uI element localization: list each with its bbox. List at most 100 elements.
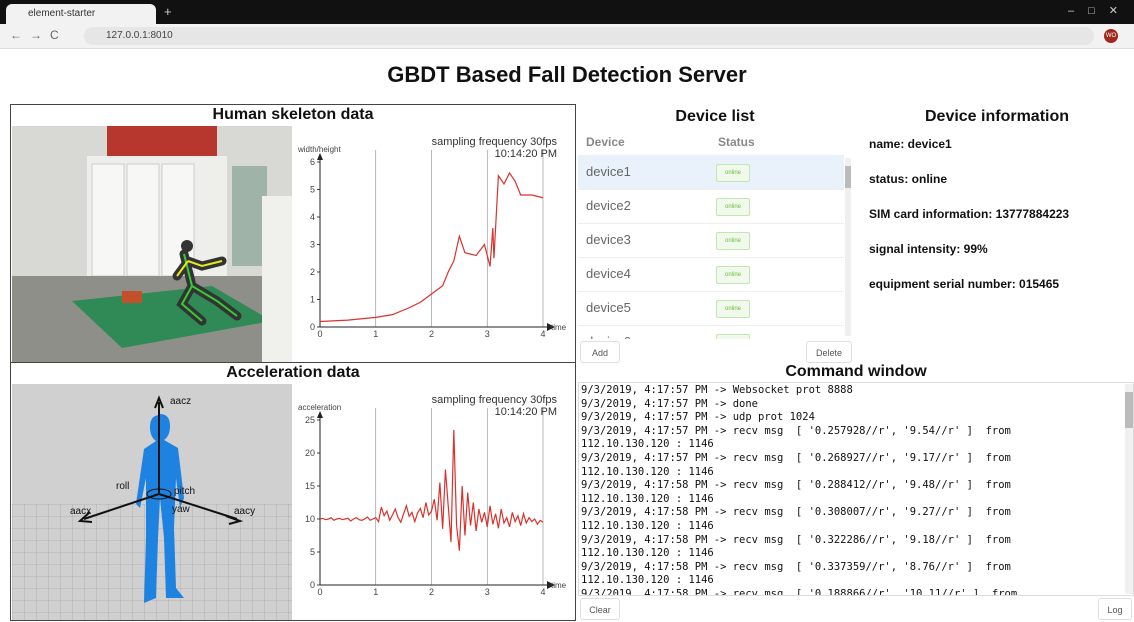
log-line: 9/3/2019, 4:17:58 PM -> recv msg [ '0.33… <box>581 560 1011 573</box>
log-line: 9/3/2019, 4:17:57 PM -> Websocket prot 8… <box>581 384 853 396</box>
device-row[interactable]: device1 online <box>578 155 844 190</box>
x-tick-label: 1 <box>373 329 378 339</box>
avatar[interactable]: WO <box>1104 29 1118 43</box>
device-name: device4 <box>586 266 631 281</box>
window-controls[interactable]: –□✕ <box>1068 5 1132 17</box>
info-item: status: online <box>869 172 948 186</box>
chart: 0 1 2 3 4 0 5 10 15 20 25 acceleration time sampling … <box>298 394 567 597</box>
clear-button[interactable]: Clear <box>580 598 620 620</box>
info-item: signal intensity: 99% <box>869 242 988 256</box>
status-badge: online <box>716 266 750 284</box>
panel-title: Acceleration data <box>226 364 360 381</box>
data-line <box>319 171 544 323</box>
status-badge: online <box>716 334 750 339</box>
x-arrow <box>547 581 555 589</box>
annotation: sampling frequency 30fps <box>432 394 558 406</box>
axis-label: yaw <box>172 504 191 515</box>
info-item: SIM card information: 13777884223 <box>869 207 1070 221</box>
device-name: device5 <box>586 300 631 315</box>
x-tick-label: 0 <box>317 587 322 597</box>
scrollbar[interactable] <box>1125 384 1133 594</box>
y-arrow <box>317 153 323 160</box>
x-tick-label: 3 <box>485 587 490 597</box>
log-line: 9/3/2019, 4:17:58 PM -> recv msg [ '0.30… <box>581 506 1011 519</box>
panel-title: Device information <box>924 108 1070 125</box>
y-tick-label: 6 <box>310 157 315 167</box>
delete-button[interactable]: Delete <box>806 341 852 363</box>
log-line: 9/3/2019, 4:17:57 PM -> done <box>581 397 759 410</box>
new-tab[interactable]: + <box>164 4 172 19</box>
address-bar: ←→C 127.0.0.1:8010 WO <box>0 24 1134 49</box>
device-table: device1 online device2 online device3 online d… <box>578 155 844 339</box>
y-tick-label: 5 <box>310 185 315 195</box>
log-line: 112.10.130.120 : 1146 <box>581 438 714 451</box>
y-tick-label: 15 <box>305 481 315 491</box>
status-badge: online <box>716 164 750 182</box>
device-row[interactable]: device5 online <box>578 291 844 326</box>
status-badge: online <box>716 300 750 318</box>
tab[interactable]: element-starter <box>6 4 156 24</box>
y-tick-label: 20 <box>305 448 315 458</box>
device-name: device6 <box>586 325 631 339</box>
y-tick-label: 5 <box>310 547 315 557</box>
y-axis-label: width/height <box>297 145 341 154</box>
log-line: 112.10.130.120 : 1146 <box>581 519 714 532</box>
y-tick-label: 0 <box>310 580 315 590</box>
log-line: 112.10.130.120 : 1146 <box>581 574 714 587</box>
axis-label: aacy <box>234 506 255 517</box>
axis-label: pitch <box>174 486 195 497</box>
device-row[interactable]: device2 online <box>578 189 844 224</box>
device-row[interactable]: device6 online <box>578 325 844 339</box>
x-tick-label: 2 <box>429 587 434 597</box>
x-axis-label: time <box>551 581 567 590</box>
log-line: 9/3/2019, 4:17:58 PM -> recv msg [ '0.18… <box>581 587 1018 596</box>
log-line: 112.10.130.120 : 1146 <box>581 492 714 505</box>
device-row[interactable]: device3 online <box>578 223 844 258</box>
log-line: 112.10.130.120 : 1146 <box>581 465 714 478</box>
tab-bar: element-starter + –□✕ <box>0 0 1134 24</box>
device-name: device3 <box>586 232 631 247</box>
x-tick-label: 0 <box>317 329 322 339</box>
y-tick-label: 3 <box>310 240 315 250</box>
log-button[interactable]: Log <box>1098 598 1132 620</box>
scrollbar[interactable] <box>845 158 851 336</box>
y-tick-label: 25 <box>305 415 315 425</box>
info-item: equipment serial number: 015465 <box>869 277 1060 291</box>
x-tick-label: 4 <box>540 587 545 597</box>
y-tick-label: 1 <box>310 295 315 305</box>
command-log: 9/3/2019, 4:17:57 PM -> Websocket prot 8… <box>578 382 1134 596</box>
x-tick-label: 3 <box>485 329 490 339</box>
info-item: name: device1 <box>869 137 952 151</box>
device-row[interactable]: device4 online <box>578 257 844 292</box>
log-line: 9/3/2019, 4:17:57 PM -> udp prot 1024 <box>581 411 815 424</box>
nav-buttons[interactable]: ←→C <box>10 28 67 42</box>
annotation: sampling frequency 30fps <box>432 136 558 148</box>
annotation: 10:14:20 PM <box>495 148 557 160</box>
x-axis-label: time <box>551 323 567 332</box>
y-tick-label: 2 <box>310 267 315 277</box>
axis-label: aacx <box>70 506 91 517</box>
x-tick-label: 1 <box>373 587 378 597</box>
log-line: 9/3/2019, 4:17:58 PM -> recv msg [ '0.32… <box>581 533 1011 546</box>
status-badge: online <box>716 198 750 216</box>
y-tick-label: 10 <box>305 514 315 524</box>
y-arrow <box>317 411 323 418</box>
y-tick-label: 4 <box>310 212 315 222</box>
device-name: device1 <box>586 164 631 179</box>
axis-label: aacz <box>170 396 191 407</box>
column-header: Device <box>586 135 625 149</box>
chart: 0 1 2 3 4 0 1 2 3 4 5 6 width/height time sampling fre… <box>297 136 567 339</box>
panel-title: Command window <box>785 363 927 380</box>
annotation: 10:14:20 PM <box>495 406 557 418</box>
url[interactable]: 127.0.0.1:8010 <box>84 27 1094 45</box>
x-tick-label: 2 <box>429 329 434 339</box>
x-arrow <box>547 323 555 331</box>
column-header: Status <box>718 135 755 149</box>
page-title: GBDT Based Fall Detection Server <box>387 62 747 87</box>
add-button[interactable]: Add <box>580 341 620 363</box>
log-line: 9/3/2019, 4:17:57 PM -> recv msg [ '0.25… <box>581 424 1011 437</box>
log-line: 9/3/2019, 4:17:57 PM -> recv msg [ '0.26… <box>581 451 1011 464</box>
acceleration-image: aacz roll pitch yaw aacx aacy <box>12 384 292 620</box>
acceleration-panel <box>10 362 576 621</box>
